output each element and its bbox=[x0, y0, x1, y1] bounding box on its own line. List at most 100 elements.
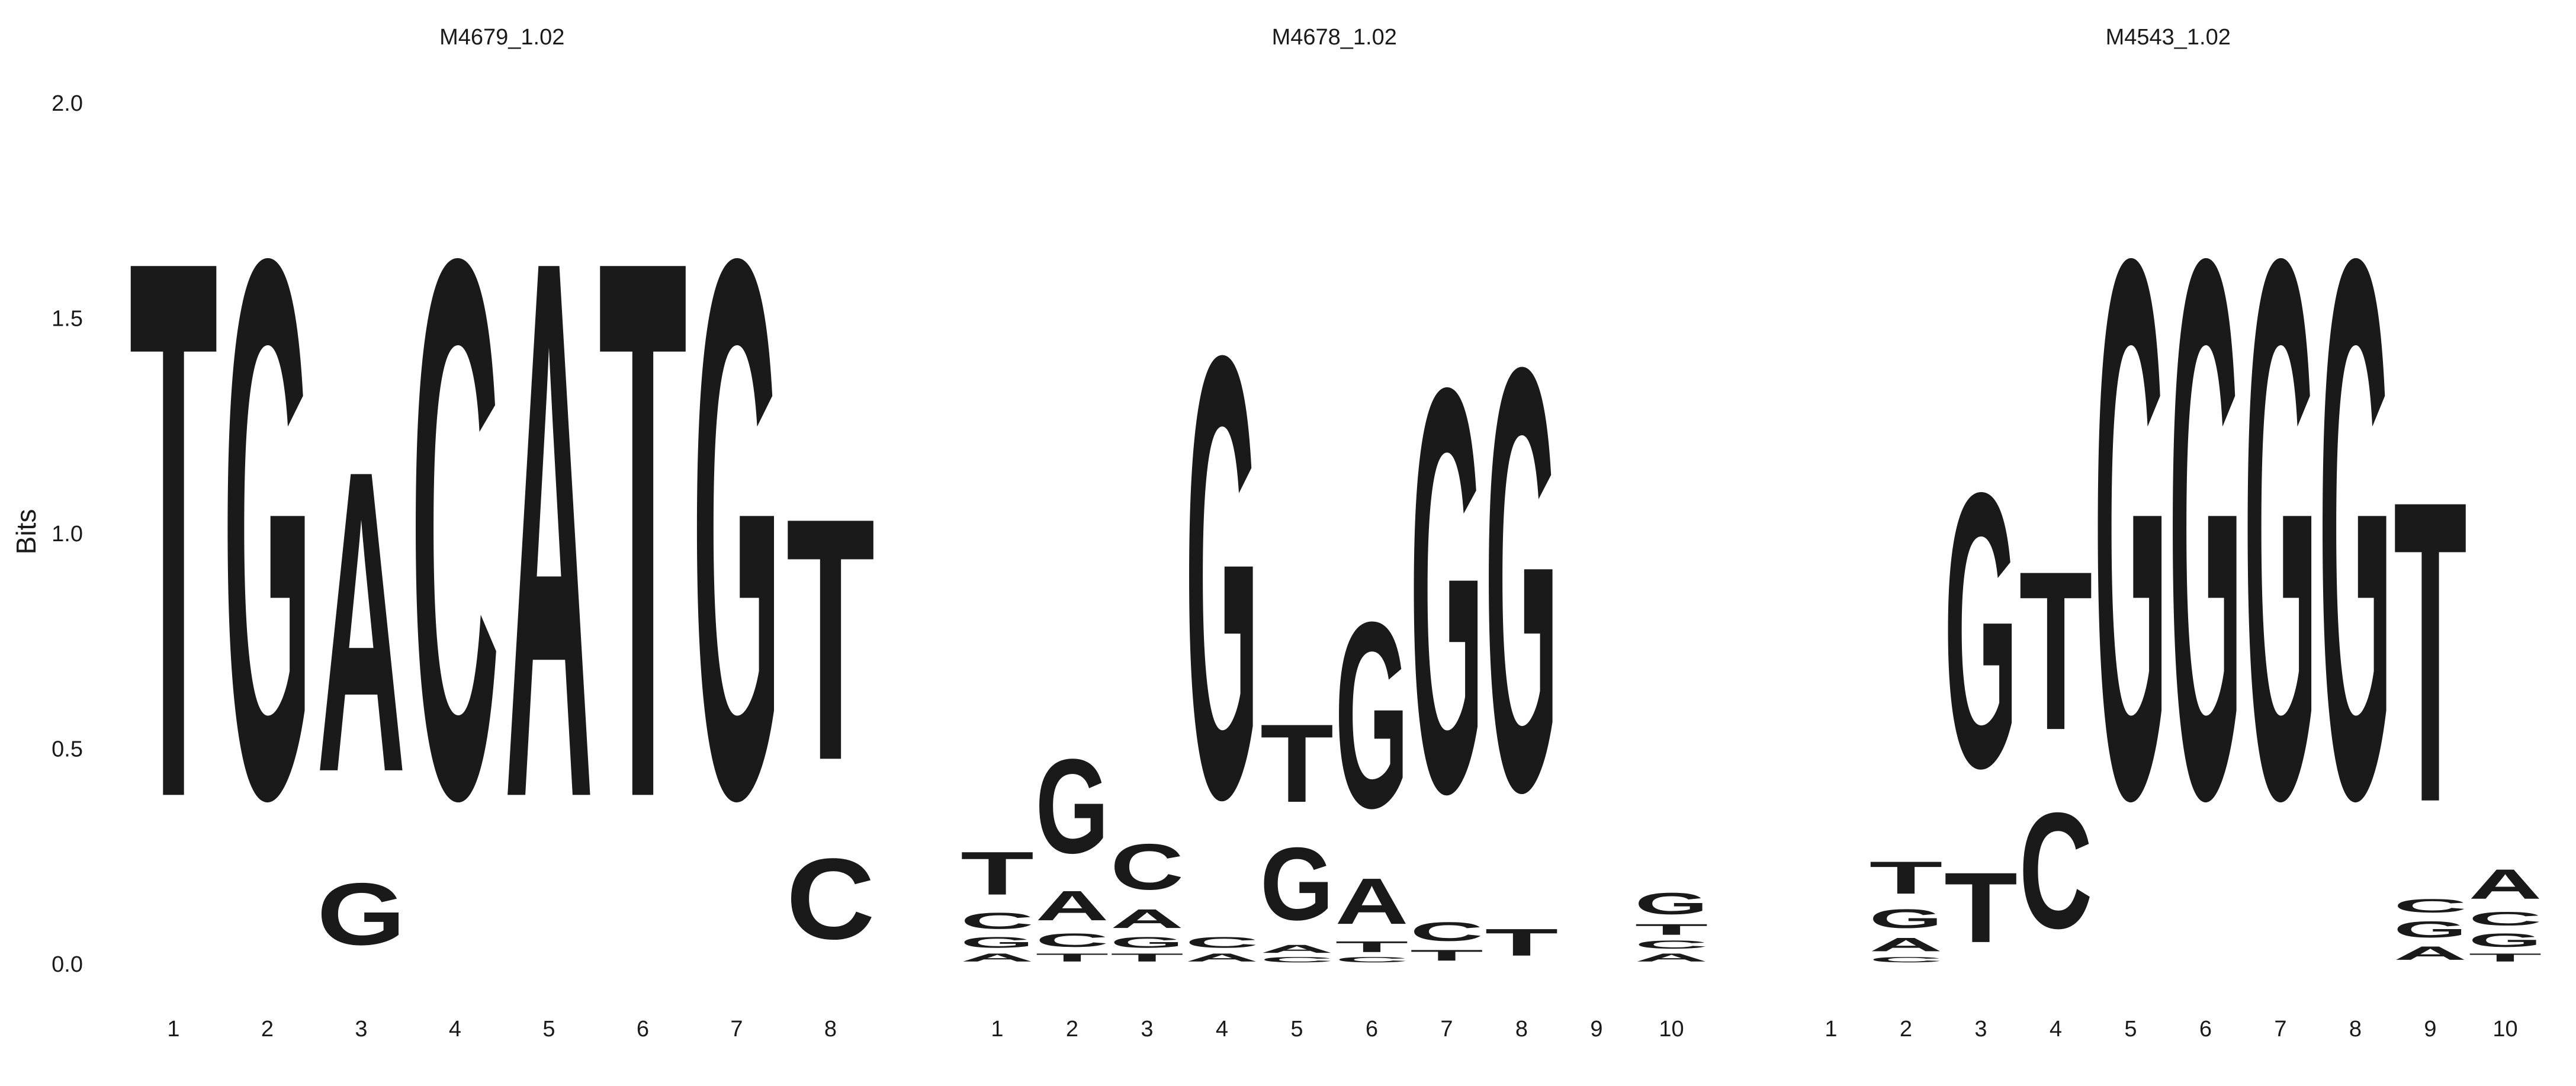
logo-letter-a: A bbox=[1870, 934, 1943, 955]
logo-letter-c: C bbox=[786, 834, 875, 963]
logo-letter-g: G bbox=[1870, 904, 1943, 934]
logo-letter-c: C bbox=[1870, 955, 1943, 964]
logo-letter-g: G bbox=[2244, 99, 2317, 958]
y-tick-label: 1.0 bbox=[52, 522, 83, 547]
logo-letter-c: C bbox=[1635, 938, 1708, 951]
logo-letter-t: T bbox=[599, 99, 688, 958]
logo-letter-c: C bbox=[1335, 955, 1409, 964]
x-tick-label: 7 bbox=[730, 1017, 743, 1042]
logo-letter-g: G bbox=[1186, 226, 1259, 930]
logo-letter-t: T bbox=[1335, 938, 1409, 955]
logo-letter-t: T bbox=[961, 839, 1034, 908]
logo-letter-g: G bbox=[692, 99, 781, 958]
logo-letter-g: G bbox=[1944, 412, 2018, 850]
logo-letter-g: G bbox=[2319, 99, 2392, 958]
x-tick-label: 3 bbox=[1141, 1017, 1153, 1042]
x-tick-label: 5 bbox=[542, 1017, 555, 1042]
x-tick-label: 4 bbox=[1216, 1017, 1228, 1042]
y-tick-label: 0.0 bbox=[52, 952, 83, 977]
x-tick-label: 8 bbox=[1515, 1017, 1528, 1042]
logo-letter-t: T bbox=[1870, 852, 1943, 904]
logo-letter-g: G bbox=[2169, 99, 2243, 958]
panel-title: M4543_1.02 bbox=[2106, 25, 2231, 50]
logo-panels: M4679_1.021T2G3GA4C5A6T7G8CTM4678_1.021A… bbox=[129, 25, 2542, 1042]
y-axis: Bits 0.0 0.5 1.0 1.5 2.0 bbox=[11, 91, 83, 977]
y-tick-label: 0.5 bbox=[52, 737, 83, 762]
x-tick-label: 5 bbox=[2124, 1017, 2137, 1042]
logo-letter-t: T bbox=[786, 445, 875, 832]
logo-letter-t: T bbox=[2469, 951, 2542, 964]
logo-letter-c: C bbox=[2019, 779, 2093, 963]
logo-letter-g: G bbox=[1260, 826, 1334, 942]
x-tick-label: 2 bbox=[261, 1017, 274, 1042]
x-tick-label: 9 bbox=[1590, 1017, 1602, 1042]
logo-letter-t: T bbox=[1485, 921, 1559, 963]
logo-letter-c: C bbox=[2394, 895, 2467, 917]
x-tick-label: 8 bbox=[2349, 1017, 2362, 1042]
panel-title: M4678_1.02 bbox=[1272, 25, 1397, 50]
logo-letter-g: G bbox=[317, 865, 406, 963]
panel-title: M4679_1.02 bbox=[439, 25, 564, 50]
x-tick-label: 7 bbox=[2274, 1017, 2286, 1042]
logo-letter-a: A bbox=[317, 381, 406, 862]
logo-letter-g: G bbox=[1635, 886, 1708, 921]
x-tick-label: 4 bbox=[449, 1017, 461, 1042]
x-tick-label: 9 bbox=[2424, 1017, 2436, 1042]
logo-letter-g: G bbox=[1110, 934, 1184, 951]
logo-letter-t: T bbox=[2394, 412, 2467, 892]
logo-letter-g: G bbox=[1335, 568, 1409, 864]
logo-letter-g: G bbox=[1036, 731, 1109, 882]
y-tick-label: 1.5 bbox=[52, 307, 83, 332]
logo-letter-a: A bbox=[1260, 942, 1334, 955]
logo-letter-a: A bbox=[961, 951, 1034, 964]
x-tick-label: 2 bbox=[1900, 1017, 1912, 1042]
x-tick-label: 6 bbox=[2199, 1017, 2212, 1042]
logo-panel-3: M4543_1.021 2CAGT3TG4CT5G6G7G8G9AGCT10TGC… bbox=[1825, 25, 2542, 1042]
logo-letter-c: C bbox=[961, 908, 1034, 934]
x-tick-label: 8 bbox=[824, 1017, 837, 1042]
x-tick-label: 3 bbox=[1974, 1017, 1987, 1042]
logo-letter-g: G bbox=[223, 99, 312, 958]
logo-letter-a: A bbox=[505, 99, 593, 959]
x-tick-label: 6 bbox=[637, 1017, 649, 1042]
y-tick-label: 2.0 bbox=[52, 91, 83, 116]
logo-letter-t: T bbox=[1944, 852, 2018, 963]
logo-letter-t: T bbox=[1260, 702, 1334, 826]
logo-letter-a: A bbox=[1186, 951, 1259, 964]
logo-letter-c: C bbox=[2469, 908, 2542, 930]
x-tick-label: 3 bbox=[355, 1017, 367, 1042]
x-tick-label: 4 bbox=[2050, 1017, 2062, 1042]
logo-letter-a: A bbox=[1110, 904, 1184, 934]
logo-letter-c: C bbox=[1110, 830, 1184, 904]
logo-letter-t: T bbox=[1410, 947, 1483, 964]
logo-letter-a: A bbox=[2394, 943, 2467, 964]
logo-letter-a: A bbox=[1635, 951, 1708, 964]
x-tick-label: 5 bbox=[1290, 1017, 1303, 1042]
logo-letter-t: T bbox=[1635, 921, 1708, 938]
x-tick-label: 10 bbox=[2493, 1017, 2517, 1042]
x-tick-label: 2 bbox=[1066, 1017, 1078, 1042]
logo-letter-a: A bbox=[1335, 865, 1409, 938]
logo-letter-c: C bbox=[411, 99, 500, 959]
logo-letter-g: G bbox=[2094, 99, 2167, 958]
logo-letter-g: G bbox=[2469, 930, 2542, 951]
logo-letter-t: T bbox=[1036, 951, 1109, 964]
logo-letter-t: T bbox=[2019, 524, 2093, 777]
y-axis-label: Bits bbox=[11, 509, 41, 555]
logo-letter-c: C bbox=[1186, 934, 1259, 951]
x-tick-label: 1 bbox=[991, 1017, 1003, 1042]
logo-letter-t: T bbox=[1110, 951, 1184, 964]
x-tick-label: 1 bbox=[167, 1017, 179, 1042]
x-tick-label: 6 bbox=[1366, 1017, 1378, 1042]
x-tick-label: 7 bbox=[1440, 1017, 1453, 1042]
logo-letter-a: A bbox=[1036, 882, 1109, 930]
logo-panel-2: M4678_1.021AGCT2TCAG3TGAC4ACG5CAGT6CTAG7… bbox=[961, 25, 1708, 1042]
logo-letter-g: G bbox=[2394, 917, 2467, 943]
logo-letter-c: C bbox=[1410, 917, 1483, 947]
x-tick-label: 1 bbox=[1825, 1017, 1837, 1042]
logo-letter-g: G bbox=[961, 934, 1034, 951]
logo-letter-a: A bbox=[2469, 860, 2542, 908]
